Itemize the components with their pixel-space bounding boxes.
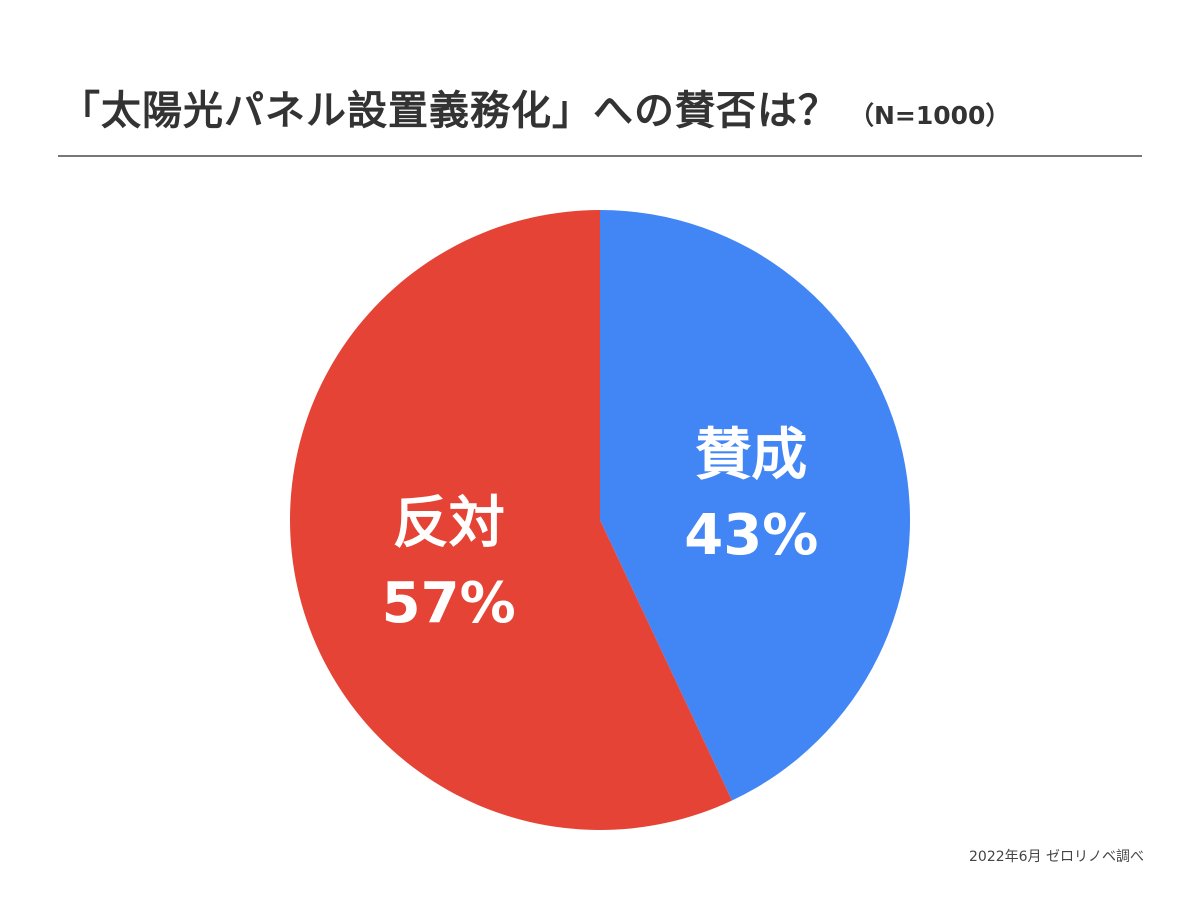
pie-slice-0	[600, 210, 911, 801]
slice-value-label-1: 57%	[382, 571, 516, 636]
slice-value-label-0: 43%	[684, 503, 818, 568]
slice-name-label-0: 賛成	[695, 423, 807, 488]
slice-name-label-1: 反対	[393, 491, 505, 556]
title-divider	[58, 155, 1142, 157]
chart-title-row: 「太陽光パネル設置義務化」への賛否は？ （N=1000）	[60, 78, 1142, 142]
sample-size-label: （N=1000）	[849, 101, 1011, 130]
source-note: 2022年6月 ゼロリノベ調べ	[969, 849, 1144, 865]
chart-title: 「太陽光パネル設置義務化」への賛否は？	[60, 88, 839, 134]
pie-slice-1	[290, 210, 732, 831]
